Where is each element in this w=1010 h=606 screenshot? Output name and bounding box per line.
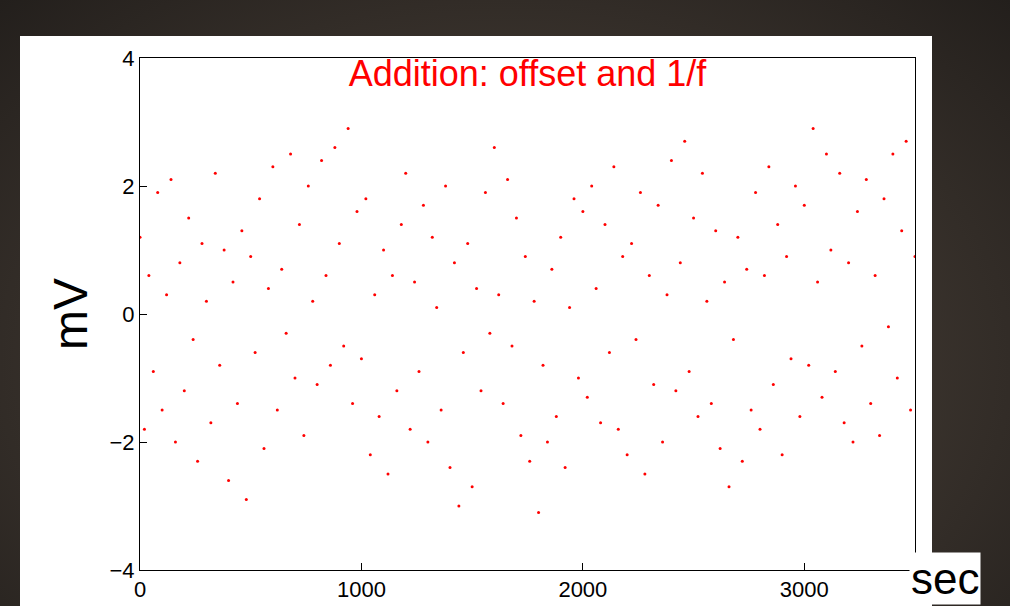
svg-text:1000: 1000 bbox=[337, 577, 386, 602]
svg-text:Addition: offset and 1/f: Addition: offset and 1/f bbox=[349, 53, 708, 94]
svg-text:mV: mV bbox=[44, 278, 97, 350]
svg-text:−4: −4 bbox=[110, 558, 135, 583]
svg-text:0: 0 bbox=[134, 577, 146, 602]
svg-text:sec: sec bbox=[911, 554, 979, 603]
svg-text:3000: 3000 bbox=[780, 577, 829, 602]
svg-text:4: 4 bbox=[122, 46, 134, 71]
svg-text:2: 2 bbox=[122, 174, 134, 199]
svg-text:0: 0 bbox=[122, 302, 134, 327]
svg-text:−2: −2 bbox=[110, 430, 135, 455]
svg-text:2000: 2000 bbox=[558, 577, 607, 602]
